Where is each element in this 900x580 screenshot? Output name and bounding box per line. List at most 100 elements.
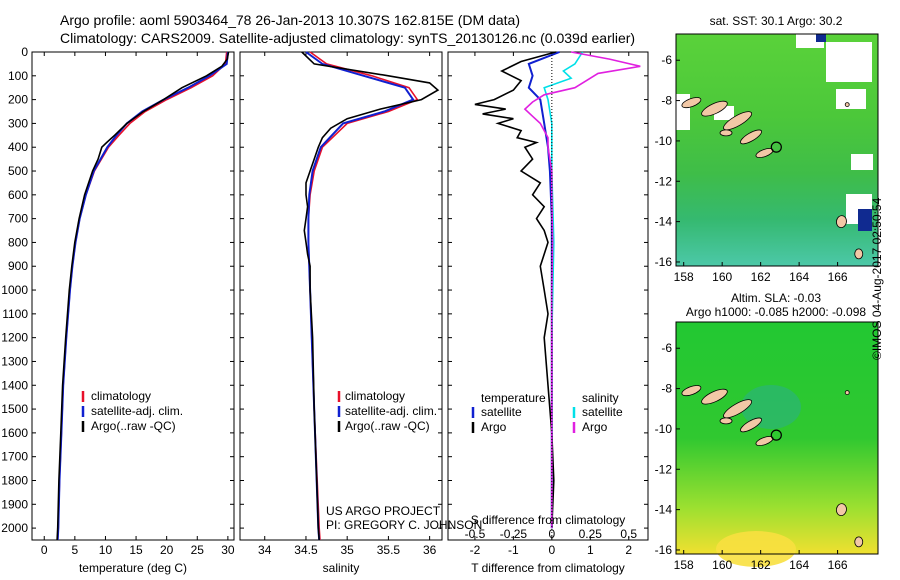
temperature-ytick-label: 1300 (1, 354, 28, 368)
difference-x2tick-label: -0.25 (500, 527, 528, 541)
salinity-xtick-label: 34 (258, 543, 272, 557)
temperature-ytick-label: 600 (8, 188, 28, 202)
difference-x2tick-label: 0 (549, 527, 556, 541)
difference-legend-label: satellite (481, 405, 522, 419)
salinity-xtick-label: 36 (423, 543, 437, 557)
salinity-xtick-label: 35 (341, 543, 355, 557)
temperature-ytick-label: 1100 (2, 307, 28, 321)
temperature-ytick-label: 500 (8, 164, 28, 178)
salinity-legend-label: satellite-adj. clim. (345, 404, 437, 418)
temperature-ytick-label: 1600 (1, 426, 28, 440)
sst_map-ytick-label: -10 (655, 134, 673, 148)
header-line-2: Climatology: CARS2009. Satellite-adjuste… (60, 30, 635, 46)
temperature-xtick-label: 15 (129, 543, 143, 557)
sst-cold-patch (858, 209, 872, 231)
sst_map-ytick-label: -6 (661, 53, 672, 67)
temperature-ytick-label: 1200 (1, 331, 28, 345)
sla_map-ytick-label: -16 (655, 543, 673, 557)
argo-position-marker (770, 429, 782, 441)
temperature-frame (31, 51, 235, 541)
temperature-ytick-label: 1800 (1, 473, 28, 487)
temperature-ytick-label: 1700 (1, 450, 28, 464)
temperature-ytick-label: 1900 (1, 497, 28, 511)
temperature-ytick-label: 1500 (1, 402, 28, 416)
island (723, 111, 753, 131)
salinity-xlabel: salinity (323, 561, 360, 575)
sst-missing-patch (836, 89, 866, 109)
temperature-series-argo (56, 51, 230, 541)
difference-xtick-label: -2 (470, 543, 481, 557)
difference-legend-label: Argo (582, 420, 608, 434)
sla_map-frame (675, 321, 879, 555)
sst_map-ytick-label: -14 (655, 215, 673, 229)
sla-map-title: Altim. SLA: -0.03 (731, 291, 821, 305)
sst-map: 158 160 162 164 166 -6 -8 -10 -12 -14 -16 sat. SST:… (655, 14, 879, 284)
sla_map-ytick-label: -8 (661, 382, 672, 396)
sst_map-frame (675, 33, 879, 267)
island (844, 390, 850, 396)
island (740, 417, 763, 433)
sla-map-subtitle: Argo h1000: -0.085 h2000: -0.098 (686, 305, 866, 319)
temperature-ytick-label: 2000 (1, 521, 28, 535)
difference-xtick-label: 2 (625, 543, 632, 557)
island (701, 388, 728, 405)
sst-missing-patch (851, 154, 873, 170)
argo-position-marker (770, 141, 782, 153)
temperature-xtick-label: 20 (160, 543, 174, 557)
island (836, 503, 847, 516)
sst_map-xtick-label: 166 (828, 270, 848, 284)
island (681, 97, 702, 109)
temperature-legend-label: Argo(..raw -QC) (91, 419, 176, 433)
sla_map-xtick-label: 162 (751, 558, 771, 572)
sla-low-patch (741, 385, 801, 429)
sla_map-xtick-label: 166 (828, 558, 848, 572)
header-line-1: Argo profile: aoml 5903464_78 26-Jan-201… (60, 12, 520, 28)
sst_map-ytick-label: -8 (661, 94, 672, 108)
difference-xtick-label: -1 (508, 543, 519, 557)
temperature-ytick-label: 800 (8, 235, 28, 249)
sla_map-xtick-label: 160 (712, 558, 732, 572)
difference-legend-label: Argo (481, 420, 507, 434)
salinity-xtick-label: 34.5 (294, 543, 318, 557)
salinity-xtick-label: 35.5 (377, 543, 401, 557)
temperature-legend-label: satellite-adj. clim. (91, 404, 183, 418)
temperature-ytick-label: 700 (8, 212, 28, 226)
temperature-chart: 0 5 10 15 20 25 300100200300400500600700800900… (1, 45, 235, 575)
temperature-ytick-label: 300 (8, 116, 28, 130)
difference-series-s-argo (523, 51, 641, 529)
temperature-ytick-label: 100 (8, 69, 28, 83)
island (740, 129, 763, 145)
sst_map-ytick-label: -12 (655, 174, 673, 188)
temperature-xtick-label: 30 (221, 543, 235, 557)
sst_map-xtick-label: 160 (712, 270, 732, 284)
sla-map: 158 160 162 164 166 -6 -8 -10 -12 -14 -16 Altim. SL… (655, 291, 879, 572)
island (701, 100, 728, 117)
salinity-legend-label: Argo(..raw -QC) (345, 419, 430, 433)
island (844, 102, 850, 108)
island (719, 417, 733, 425)
island (854, 248, 864, 260)
difference-legend-header-salinity: salinity (582, 391, 619, 405)
island (719, 129, 733, 137)
sla_map-ytick-label: -10 (655, 422, 673, 436)
difference-x2label: S difference from climatology (471, 513, 626, 527)
temperature-xtick-label: 5 (72, 543, 79, 557)
sla-high-patch (716, 531, 796, 567)
sst-cold-patch (816, 34, 826, 42)
sla_map-ytick-label: -12 (655, 462, 673, 476)
temperature-xtick-label: 25 (191, 543, 205, 557)
island (723, 399, 753, 419)
difference-x2tick-label: -0.5 (465, 527, 486, 541)
difference-frame (447, 51, 649, 541)
difference-xtick-label: 1 (587, 543, 594, 557)
sst_map-xtick-label: 162 (751, 270, 771, 284)
temperature-ytick-label: 1000 (1, 283, 28, 297)
salinity-legend-label: climatology (345, 389, 405, 403)
temperature-xtick-label: 10 (99, 543, 113, 557)
difference-x2tick-label: 0.25 (579, 527, 603, 541)
sla_map-field (676, 322, 878, 554)
island (836, 215, 847, 228)
difference-xtick-label: 0 (549, 543, 556, 557)
temperature-ytick-label: 0 (21, 45, 28, 59)
